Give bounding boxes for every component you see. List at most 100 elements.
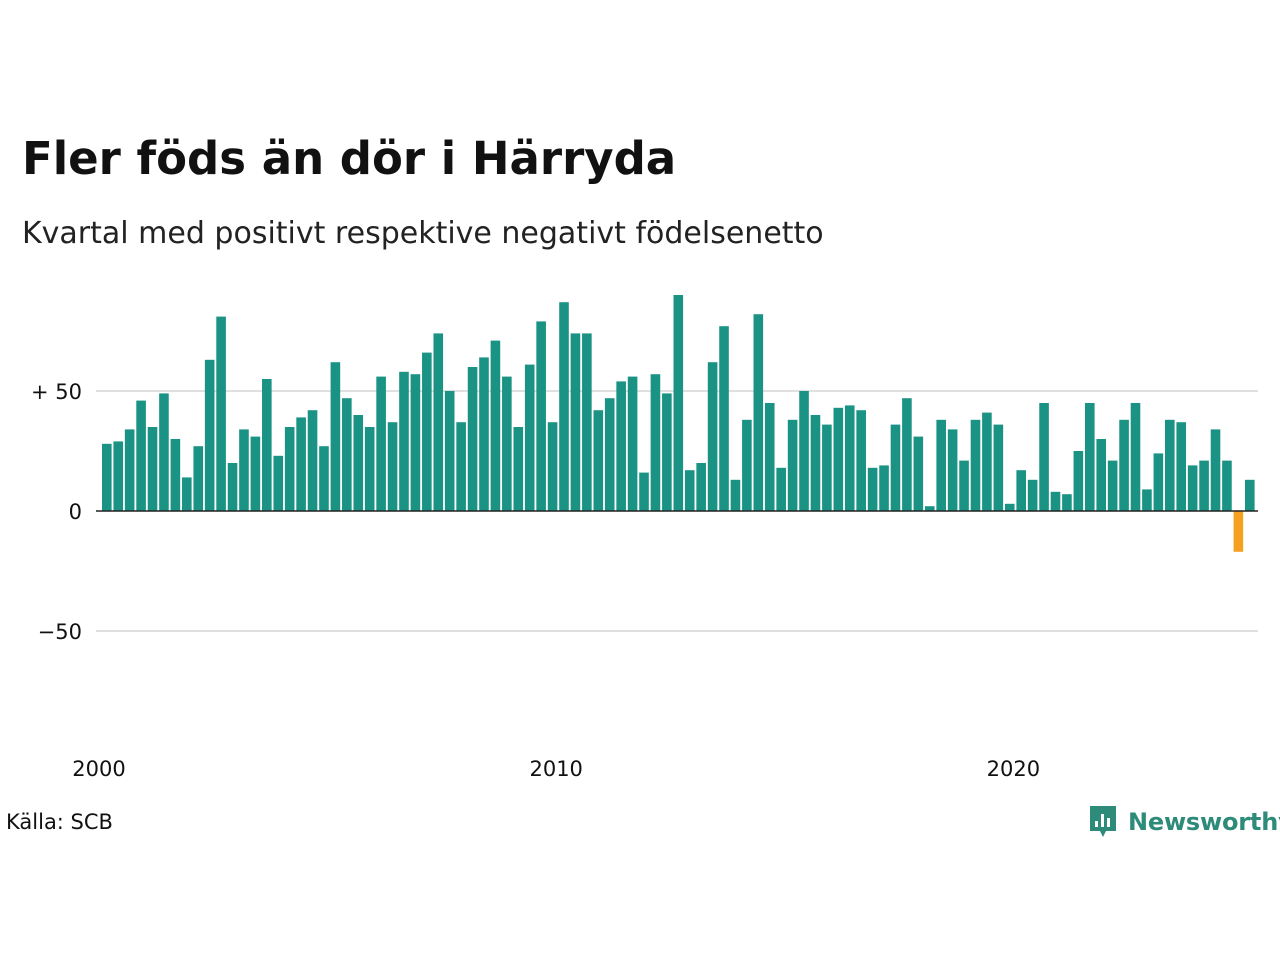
bar xyxy=(547,422,558,511)
bar xyxy=(284,427,295,511)
bar xyxy=(696,463,706,511)
bar xyxy=(993,424,1004,511)
bar xyxy=(982,412,992,511)
bar xyxy=(1164,419,1175,511)
bar xyxy=(570,333,581,511)
chart-title: Fler föds än dör i Härryda xyxy=(22,132,677,185)
brand-name: Newsworthy xyxy=(1128,808,1280,836)
bar xyxy=(1119,419,1129,511)
brand-logo: Newsworthy xyxy=(1088,803,1280,841)
bar xyxy=(456,422,466,511)
bar xyxy=(102,443,112,511)
bar xyxy=(444,391,455,511)
bar xyxy=(1153,453,1164,511)
bar xyxy=(342,398,352,511)
bar xyxy=(422,352,432,511)
bar xyxy=(1176,422,1187,511)
bar xyxy=(947,429,958,511)
bar xyxy=(273,455,284,511)
bar xyxy=(764,403,775,511)
bar xyxy=(662,393,672,511)
bar xyxy=(833,407,844,511)
bar xyxy=(604,398,615,511)
bar xyxy=(524,364,535,511)
bar xyxy=(353,415,364,511)
bar xyxy=(1004,503,1015,511)
bar xyxy=(593,410,604,511)
bar xyxy=(970,419,981,511)
bar xyxy=(1027,479,1038,511)
bar xyxy=(742,419,752,511)
bar xyxy=(650,374,661,511)
bar xyxy=(399,371,409,511)
newsworthy-logo-icon xyxy=(1090,806,1116,837)
bar xyxy=(616,381,626,511)
bar xyxy=(227,463,238,511)
bar xyxy=(193,446,204,511)
bar xyxy=(433,333,444,511)
bar xyxy=(1187,465,1198,511)
bar xyxy=(1096,439,1107,511)
bar xyxy=(513,427,524,511)
x-tick-label: 2000 xyxy=(72,757,125,781)
bar xyxy=(376,376,386,511)
x-tick-label: 2020 xyxy=(987,757,1040,781)
bar xyxy=(1084,403,1095,511)
bar xyxy=(1222,460,1232,511)
bar xyxy=(1039,403,1049,511)
bar xyxy=(387,422,398,511)
bar xyxy=(113,441,124,511)
bar xyxy=(627,376,638,511)
bar xyxy=(719,326,729,511)
bar xyxy=(582,333,592,511)
source-note: Källa: SCB xyxy=(6,810,113,834)
y-tick-label: 0 xyxy=(69,500,82,524)
bar xyxy=(959,460,969,511)
bar xyxy=(730,479,741,511)
bar xyxy=(1142,489,1152,511)
bar xyxy=(364,427,375,511)
bar xyxy=(319,446,329,511)
bar xyxy=(753,314,764,511)
bar xyxy=(902,398,912,511)
bar xyxy=(1107,460,1118,511)
bar xyxy=(936,419,946,511)
y-tick-label: −50 xyxy=(38,620,82,644)
bar xyxy=(262,379,272,511)
bar xyxy=(1016,470,1026,511)
bar xyxy=(856,410,866,511)
bar xyxy=(216,316,226,511)
bar-layer xyxy=(102,295,1255,552)
bar xyxy=(799,391,809,511)
bar xyxy=(1210,429,1221,511)
x-axis-labels: 2000 2010 2020 xyxy=(72,757,1040,781)
bar xyxy=(787,419,798,511)
bar xyxy=(296,417,306,511)
bar xyxy=(707,362,718,511)
x-tick-label: 2010 xyxy=(529,757,582,781)
bar xyxy=(250,436,261,511)
bar xyxy=(239,429,249,511)
bar xyxy=(124,429,135,511)
bar xyxy=(1073,451,1084,511)
bar xyxy=(536,321,546,511)
bar xyxy=(673,295,684,511)
y-axis-labels: + 50 0 −50 xyxy=(31,380,82,644)
bar xyxy=(170,439,181,511)
bar xyxy=(1245,479,1255,511)
bar xyxy=(410,374,421,511)
bar xyxy=(159,393,169,511)
bar xyxy=(1233,511,1244,552)
bar xyxy=(1050,491,1061,511)
bar xyxy=(559,302,569,511)
bar xyxy=(204,359,215,511)
bar xyxy=(776,467,786,511)
bar xyxy=(879,465,889,511)
bar xyxy=(822,424,832,511)
bar xyxy=(810,415,821,511)
bar xyxy=(479,357,489,511)
bar xyxy=(1130,403,1141,511)
bar xyxy=(467,367,478,511)
bar xyxy=(844,405,855,511)
